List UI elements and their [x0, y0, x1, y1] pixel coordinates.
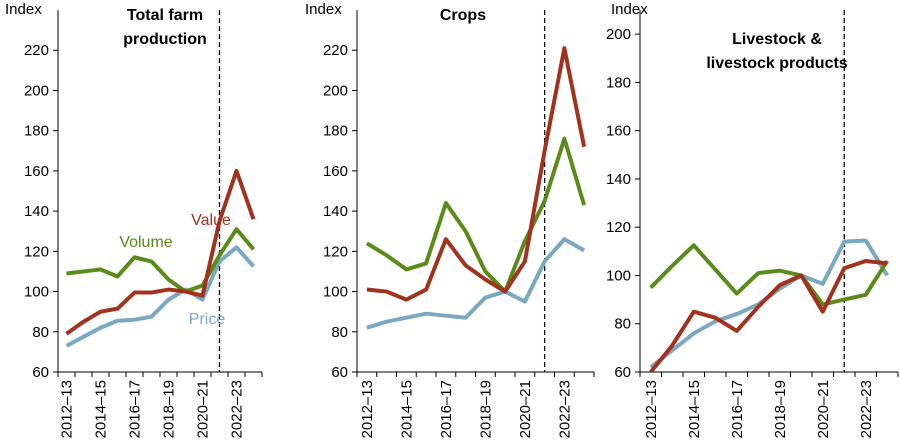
x-tick-label: 2012–13 [59, 380, 76, 438]
y-tick-label: 100 [24, 284, 49, 301]
x-tick-label: 2016–17 [729, 380, 746, 438]
y-tick-label: 180 [606, 74, 631, 91]
panel-3: 60 80 100 120 140 160 180 200 2012–13 2014–15 2016… [606, 1, 899, 438]
y-tick-label: 60 [32, 364, 49, 381]
panel-title: Total farm [127, 7, 203, 24]
y-tick-label: 140 [24, 203, 49, 220]
panel-1: 60 80 100 120 140 160 180 200 220 2012–13 2014–15 2… [5, 1, 263, 438]
x-tick-label: 2018–19 [161, 380, 178, 438]
y-tick-label: 60 [614, 364, 631, 381]
y-tick-label: 180 [24, 123, 49, 140]
panel-title: Livestock & [732, 31, 822, 48]
x-tick-label: 2016–17 [127, 380, 144, 438]
series-label-price: Price [189, 311, 226, 328]
x-tick-label: 2012–13 [643, 380, 660, 438]
x-tick-label: 2022–23 [229, 380, 246, 438]
x-tick-label: 2014–15 [686, 380, 703, 438]
y-tick-label: 80 [614, 316, 631, 333]
series-line-value [366, 46, 587, 302]
panel-2: 60 80 100 120 140 160 180 200 220 2012–13 2014–15 2… [305, 1, 595, 438]
x-tick-label: 2018–19 [772, 380, 789, 438]
y-tick-label: 100 [323, 284, 348, 301]
y-tick-label: 160 [606, 123, 631, 140]
series-line-value [649, 258, 888, 372]
y-tick-label: 220 [323, 42, 348, 59]
x-tick-label: 2022–23 [556, 380, 573, 438]
y-tick-label: 160 [323, 163, 348, 180]
y-axis-unit: Index [611, 1, 648, 18]
y-tick-label: 220 [24, 42, 49, 59]
y-tick-label: 200 [323, 82, 348, 99]
y-tick-label: 80 [32, 324, 49, 341]
y-axis-unit: Index [305, 1, 342, 18]
series-line-volume [649, 243, 889, 307]
y-tick-label: 200 [606, 26, 631, 43]
x-tick-label: 2018–19 [477, 380, 494, 438]
x-tick-label: 2020–21 [815, 380, 832, 438]
y-tick-label: 80 [331, 324, 348, 341]
y-tick-label: 200 [24, 82, 49, 99]
series-label-volume: Volume [119, 234, 172, 251]
y-tick-label: 180 [323, 123, 348, 140]
panel-title: Crops [440, 7, 486, 24]
y-tick-label: 120 [606, 219, 631, 236]
y-tick-label: 140 [606, 171, 631, 188]
x-tick-label: 2014–15 [93, 380, 110, 438]
series-line-value [65, 168, 256, 336]
y-tick-label: 120 [323, 243, 348, 260]
x-tick-label: 2020–21 [517, 380, 534, 438]
x-tick-label: 2022–23 [858, 380, 875, 438]
y-tick-label: 140 [323, 203, 348, 220]
y-tick-label: 160 [24, 163, 49, 180]
series-line-volume [66, 227, 256, 294]
panel-title: livestock products [706, 55, 847, 72]
y-tick-label: 60 [331, 364, 348, 381]
y-axis-unit: Index [5, 1, 42, 18]
panel-title: production [123, 31, 207, 48]
x-tick-label: 2016–17 [438, 380, 455, 438]
y-tick-label: 120 [24, 243, 49, 260]
series-line-price [649, 238, 889, 369]
x-tick-label: 2012–13 [359, 380, 376, 438]
x-tick-label: 2020–21 [195, 380, 212, 438]
y-tick-label: 100 [606, 267, 631, 284]
x-tick-label: 2014–15 [398, 380, 415, 438]
series-line-price [65, 245, 255, 348]
series-label-value: Value [191, 212, 231, 229]
series-line-price [366, 237, 586, 330]
series-line-volume [365, 136, 587, 294]
